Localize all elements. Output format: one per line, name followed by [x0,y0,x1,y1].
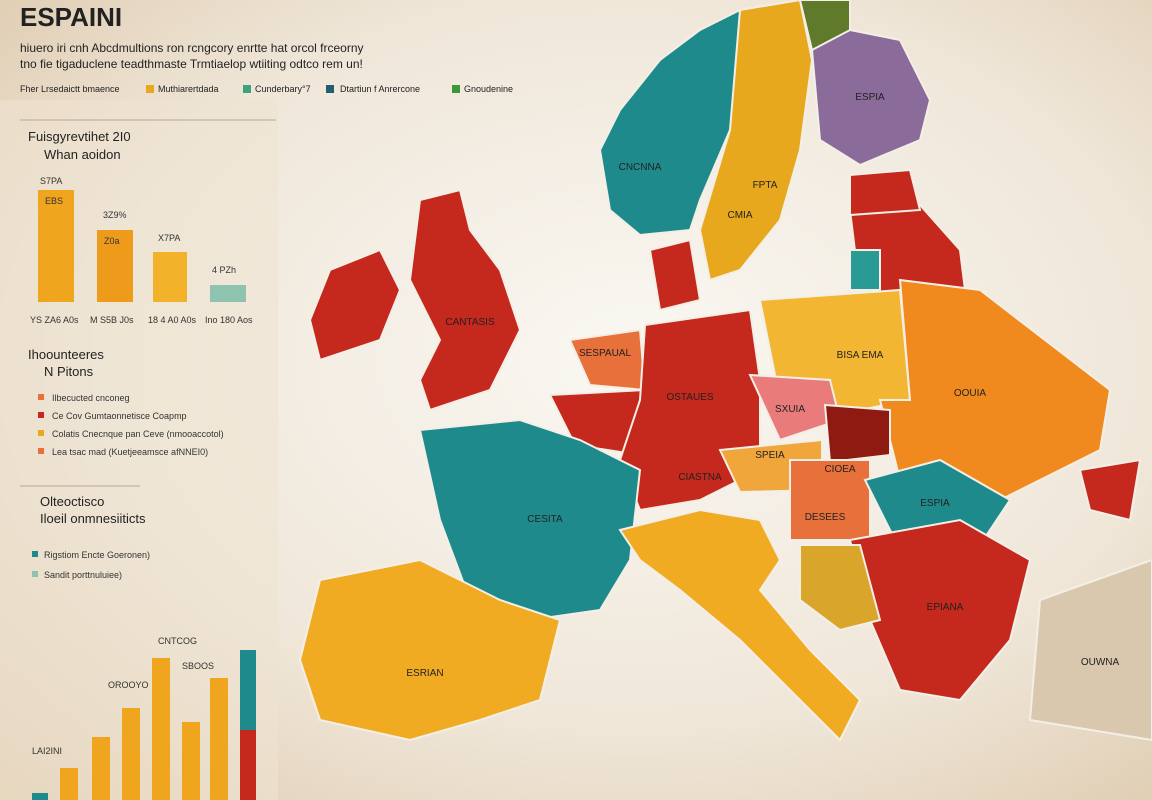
map-label: CIASTNA [678,472,722,483]
chart-label: CNTCOG [158,636,197,646]
map-label: SESPAUAL [579,348,631,359]
chart-label: SBOOS [182,661,214,671]
list-item: Colatis Cnecnque pan Ceve (nmooaccotol) [52,429,224,439]
bar [97,230,133,302]
legend-swatch [452,85,460,93]
country [810,28,932,167]
country [849,168,922,217]
list-item: Rigstiom Encte Goeronen) [44,550,150,560]
map-label: FPTA [753,180,778,191]
axis-label: Ino 180 Aos [205,315,253,325]
bar-label: EBS [45,196,63,206]
map-label: BISA EMA [837,350,884,361]
bar [240,730,256,800]
map-label: OUWNA [1081,657,1120,668]
map-label: CMIA [728,210,753,221]
country [849,249,881,291]
bullet [38,394,44,400]
bar [240,650,256,730]
map-label: OOUIA [954,388,987,399]
subtitle: tno fie tigaduclene teadthmaste Trmtiael… [20,57,363,71]
bar [60,768,78,800]
legend-label: Cunderbary°7 [255,84,311,94]
bar [32,793,48,800]
subtitle: hiuero iri cnh Abcdmultions ron rcngcory… [20,41,364,55]
map-label: SPEIA [755,450,785,461]
section-subtitle: N Pitons [44,364,94,379]
bullet [38,430,44,436]
axis-label: 18 4 A0 A0s [148,315,197,325]
country [408,188,522,412]
bar [122,708,140,800]
map-label: CESITA [527,514,563,525]
map-label: DESEES [805,512,846,523]
map-label: CANTASIS [445,317,495,328]
left-panel: Fuisgyrevtihet 2I0 Whan aoidon S7PA EBS … [0,100,278,800]
section-subtitle: Whan aoidon [44,147,121,162]
bar [38,190,74,302]
bar [152,658,170,800]
bullet [32,551,38,557]
legend-swatch [146,85,154,93]
title: ESPAINI [20,2,122,32]
bar-label: 4 PZh [212,265,236,275]
legend-swatch [326,85,334,93]
country [618,508,862,742]
map-label: SXUIA [775,404,805,415]
map-label: ESPIA [855,92,885,103]
country [648,238,702,312]
list-item: Lea tsac mad (Kuetjeeamsce afNNEI0) [52,447,208,457]
country [1078,458,1142,522]
legend-label: Muthiarertdada [158,84,219,94]
country [298,558,562,742]
axis-label: YS ZA6 A0s [30,315,79,325]
map-label: CIOEA [824,464,855,475]
chart-label: LAI2INI [32,746,62,756]
list-item: Ilbecucted cnconeg [52,393,130,403]
bar-label: Z0a [104,236,120,246]
list-item: Ce Cov Gumtaonnetisce Coapmp [52,411,187,421]
bar [182,722,200,800]
bar [92,737,110,800]
bar-label: X7PA [158,233,180,243]
legend-label: Fher Lrsedaictt bmaence [20,84,120,94]
map-labels: ESPIA FPTA CMIA CNCNNA BISA EMA SXUIA OS… [406,92,1119,679]
bar [153,252,187,302]
country [568,328,647,392]
bar [210,678,228,800]
section-title: Ihoounteeres [28,347,104,362]
country [308,248,402,362]
bar-label: S7PA [40,176,62,186]
legend-label: Dtartiun f Anrercone [340,84,420,94]
section-subtitle: Iloeil onmnesiiticts [40,511,146,526]
bullet [32,571,38,577]
legend-swatch [243,85,251,93]
chart-label: OROOYO [108,680,149,690]
country [418,418,642,622]
list-item: Sandit porttnuluiee) [44,570,122,580]
header: ESPAINI hiuero iri cnh Abcdmultions ron … [20,2,513,94]
map-label: OSTAUES [666,392,713,403]
map-label: ESRIAN [406,668,443,679]
bar [210,285,246,302]
country [1028,558,1152,742]
map [298,0,1152,742]
country [823,403,891,464]
map-label: ESPIA [920,498,950,509]
map-label: CNCNNA [619,162,662,173]
legend-label: Gnoudenine [464,84,513,94]
country [698,0,814,282]
bullet [38,412,44,418]
section-title: Fuisgyrevtihet 2I0 [28,129,131,144]
bullet [38,448,44,454]
map-label: EPIANA [927,602,964,613]
bar-label: 3Z9% [103,210,127,220]
country [848,518,1032,702]
axis-label: M S5B J0s [90,315,134,325]
country [799,544,882,632]
section-title: Olteoctisco [40,494,104,509]
